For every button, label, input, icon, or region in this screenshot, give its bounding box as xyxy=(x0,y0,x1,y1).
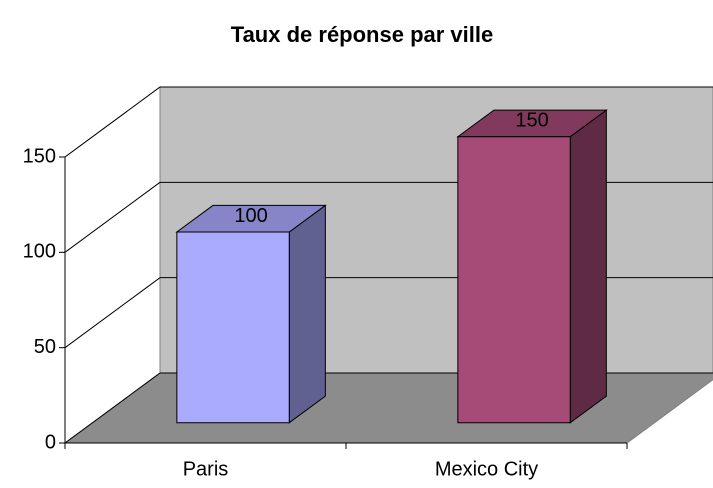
y-tick-label: 50 xyxy=(34,336,56,358)
floor xyxy=(63,372,713,444)
y-tick-label: 100 xyxy=(23,241,56,263)
y-tick-label: 0 xyxy=(45,431,56,453)
value-label: 100 xyxy=(234,205,267,227)
x-tick-label: Mexico City xyxy=(435,458,538,480)
grid-line xyxy=(64,277,161,349)
grid-line xyxy=(64,86,161,158)
bar xyxy=(176,231,290,424)
grid-line xyxy=(64,181,161,253)
bar-side xyxy=(569,109,607,424)
bar-side xyxy=(288,204,326,424)
grid-line xyxy=(64,372,161,444)
x-tick-label: Paris xyxy=(183,458,229,480)
bar xyxy=(457,136,571,424)
chart-title: Taux de réponse par ville xyxy=(231,22,493,47)
value-label: 150 xyxy=(515,110,548,132)
y-tick-label: 150 xyxy=(23,145,56,167)
